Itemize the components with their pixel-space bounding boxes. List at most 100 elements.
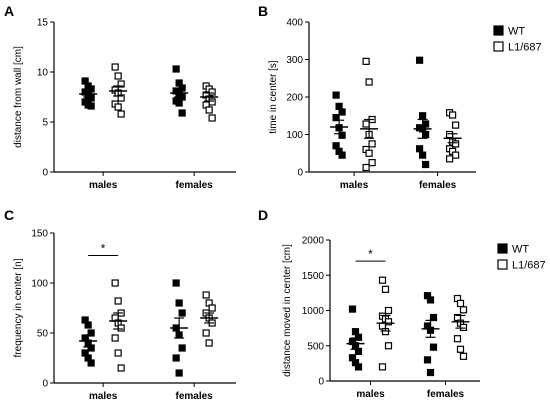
data-point-l1-687	[114, 103, 122, 111]
data-point-l1-687	[384, 306, 393, 315]
data-point-l1-687	[368, 140, 376, 148]
panel-letter-d: D	[258, 207, 268, 223]
data-point-wt	[172, 65, 180, 73]
data-point-wt	[354, 333, 363, 341]
data-point-l1-687	[362, 120, 370, 128]
y-tick-label: 0	[42, 379, 48, 390]
data-point-wt	[178, 84, 186, 92]
chart-a: 0 5 10 15 distance from wall [cm] males female…	[13, 18, 236, 191]
data-point-wt	[175, 299, 183, 307]
legend-label: WT	[508, 26, 525, 38]
data-point-wt	[429, 343, 438, 351]
data-point-l1-687	[459, 352, 468, 360]
panel-a: A	[4, 3, 14, 19]
data-point-l1-687	[202, 329, 210, 337]
data-point-l1-687	[451, 140, 460, 148]
data-point-wt	[426, 296, 435, 304]
data-point-l1-687	[378, 276, 387, 284]
legend-marker-l1-687	[493, 41, 504, 52]
legend-marker-wt	[493, 25, 504, 36]
data-point-wt	[332, 91, 340, 99]
y-tick-label: 10	[37, 68, 49, 79]
data-point-wt	[178, 309, 186, 317]
y-tick-label: 1000	[302, 306, 325, 317]
data-point-l1-687	[205, 106, 213, 114]
data-point-l1-687	[384, 342, 393, 350]
x-category-label: females	[176, 391, 214, 402]
y-axis-title: frequency in center [n]	[13, 258, 24, 357]
data-point-l1-687	[111, 334, 119, 342]
chart-c: 0 50 100 150 frequency in center [n] males fem…	[13, 229, 236, 402]
legend-marker-l1-687	[497, 259, 508, 270]
data-point-l1-687	[208, 88, 216, 96]
y-tick-label: 150	[31, 229, 48, 240]
data-point-l1-687	[117, 110, 125, 118]
y-tick-label: 0	[42, 168, 48, 179]
y-tick-label: 100	[286, 130, 303, 141]
data-point-wt	[354, 347, 363, 355]
data-point-wt	[338, 108, 346, 116]
significance-label: *	[368, 247, 373, 261]
data-point-l1-687	[448, 111, 457, 119]
data-point-l1-687	[365, 149, 373, 157]
legend-marker-wt	[497, 243, 508, 254]
data-point-l1-687	[205, 339, 213, 347]
chart-d: 0 500 1000 1500 2000 distance moved in center…	[282, 236, 546, 401]
data-point-wt	[354, 363, 363, 371]
y-tick-label: 300	[286, 55, 303, 66]
y-tick-label: 500	[307, 341, 324, 352]
x-category-label: males	[89, 180, 118, 191]
x-category-label: females	[176, 180, 214, 191]
data-point-wt	[178, 109, 186, 117]
data-point-wt	[178, 344, 186, 352]
data-point-l1-687	[456, 299, 465, 308]
data-point-wt	[87, 329, 95, 337]
data-point-l1-687	[208, 114, 216, 122]
data-point-wt	[172, 354, 180, 362]
data-point-l1-687	[111, 63, 119, 71]
data-point-l1-687	[456, 345, 465, 353]
data-point-l1-687	[459, 306, 468, 314]
data-point-l1-687	[362, 163, 370, 172]
chart-b: 0 100 200 300 400 time in center [s] males fema…	[268, 18, 542, 192]
legend-label: L1/687	[512, 260, 546, 272]
y-axis-title: distance moved in center [cm]	[282, 244, 293, 377]
data-point-l1-687	[365, 78, 373, 86]
data-point-wt	[418, 151, 427, 159]
x-category-label: males	[356, 389, 385, 400]
data-point-l1-687	[378, 363, 387, 371]
data-point-wt	[87, 94, 95, 102]
data-point-wt	[426, 368, 435, 377]
significance-label: *	[101, 242, 106, 256]
data-point-l1-687	[117, 324, 125, 332]
data-point-l1-687	[117, 364, 125, 372]
y-tick-label: 0	[318, 377, 324, 388]
y-tick-label: 2000	[302, 236, 325, 247]
data-point-l1-687	[114, 349, 122, 357]
data-point-wt	[348, 305, 357, 313]
data-point-l1-687	[117, 80, 125, 88]
data-point-wt	[421, 160, 430, 169]
data-point-wt	[418, 112, 427, 120]
x-category-label: males	[340, 180, 369, 191]
y-tick-label: 200	[286, 93, 303, 104]
data-point-wt	[175, 369, 183, 377]
data-point-l1-687	[362, 57, 370, 65]
y-tick-label: 50	[37, 329, 49, 340]
x-category-label: females	[419, 180, 457, 191]
data-point-l1-687	[451, 121, 460, 129]
data-point-l1-687	[111, 279, 119, 287]
data-point-wt	[87, 359, 95, 367]
data-point-l1-687	[459, 323, 468, 332]
data-point-wt	[415, 145, 424, 153]
data-point-l1-687	[114, 72, 122, 80]
data-point-l1-687	[368, 159, 376, 167]
data-point-l1-687	[453, 335, 462, 343]
panel-d: D	[258, 207, 268, 223]
legend-label: WT	[512, 244, 529, 256]
x-category-label: males	[89, 391, 118, 402]
data-point-wt	[172, 279, 180, 287]
y-tick-label: 100	[31, 279, 48, 290]
y-axis-title: distance from wall [cm]	[13, 46, 24, 148]
data-point-l1-687	[208, 98, 216, 106]
